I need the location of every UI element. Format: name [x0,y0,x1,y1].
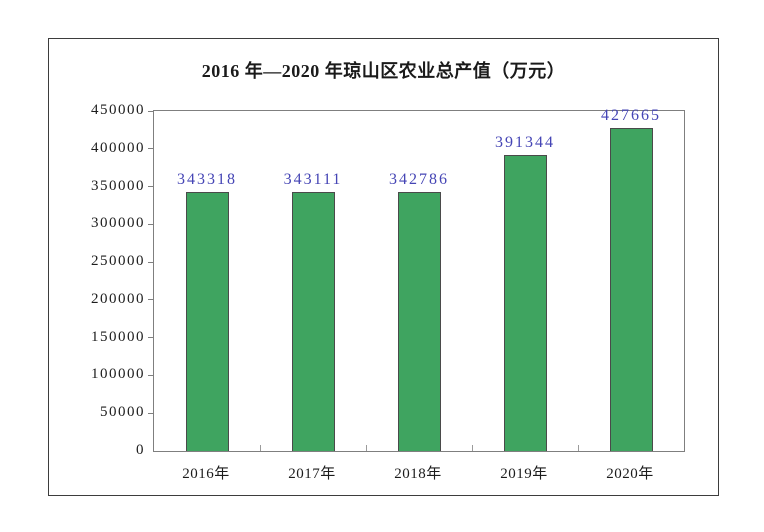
y-axis-tick-label: 100000 [91,366,145,383]
chart-frame: 2016 年—2020 年琼山区农业总产值（万元） 343318 343111 34… [48,38,719,496]
x-axis-category-label: 2019年 [500,466,548,482]
y-axis-tick-mark [148,412,154,414]
bar-2016年 [185,192,229,451]
x-axis-category-label: 2020年 [606,466,654,482]
plot-area: 343318 343111 342786 391344 427665 [148,107,685,452]
bar-value-label: 343111 [283,171,343,188]
bar-2017年 [291,192,335,451]
y-axis-tick-mark [148,337,154,339]
y-axis-tick-mark [148,261,154,263]
y-axis-tick-label: 400000 [91,139,145,156]
x-axis-tick-mark [578,445,579,451]
bar-2020年 [609,128,653,451]
x-axis-category-label: 2016年 [182,466,230,482]
x-axis-category-label: 2017年 [288,466,336,482]
y-axis-tick-label: 250000 [91,253,145,270]
x-axis-tick-mark [366,445,367,451]
y-axis-tick-mark [148,299,154,301]
bar-value-label: 342786 [389,171,449,188]
x-axis-tick-mark [472,445,473,451]
y-axis-tick-label: 0 [136,442,145,458]
x-axis-category-label: 2018年 [394,466,442,482]
chart-title: 2016 年—2020 年琼山区农业总产值（万元） [201,61,566,81]
bar-2019年 [503,155,547,451]
y-axis-tick-label: 450000 [91,102,145,118]
y-axis-tick-label: 50000 [100,404,145,421]
bar-value-label: 391344 [495,134,555,151]
y-axis-tick-label: 350000 [91,177,145,194]
x-axis-tick-mark [260,445,261,451]
y-axis-tick-mark [148,148,154,150]
y-axis-tick-label: 300000 [91,215,145,232]
bar-value-label: 427665 [601,107,661,124]
y-axis-tick-mark [148,374,154,376]
y-axis-tick-mark [148,223,154,225]
bar-value-label: 343318 [177,171,237,188]
y-axis-tick-label: 150000 [91,328,145,345]
y-axis-tick-mark [148,110,154,112]
y-axis-tick-label: 200000 [91,290,145,307]
bar-2018年 [397,192,441,451]
y-axis-tick-mark [148,186,154,188]
